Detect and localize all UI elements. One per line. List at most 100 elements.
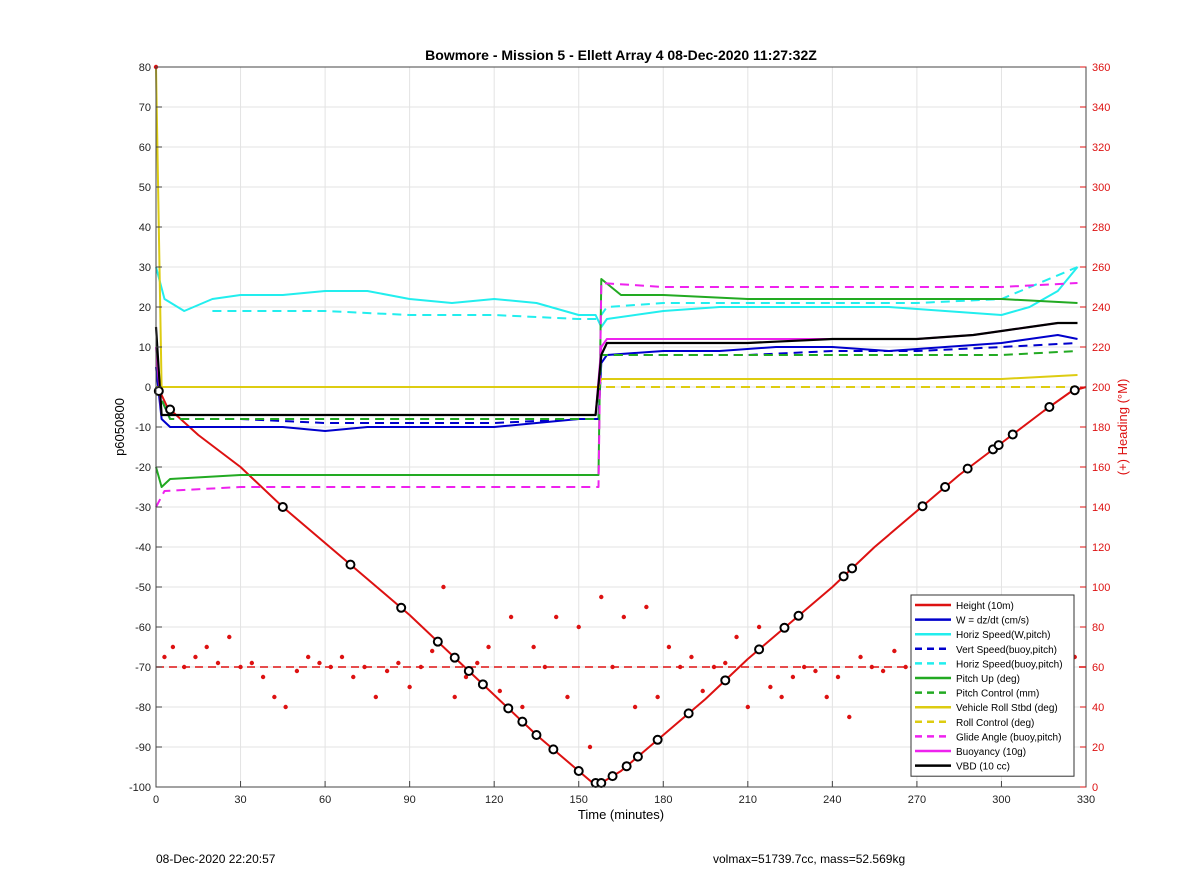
heading-point	[452, 694, 457, 700]
heading-point	[170, 644, 176, 650]
y-tick-label: -90	[135, 742, 151, 754]
y2-axis-label: (+) Heading (°M)	[1115, 379, 1130, 476]
legend-entry: Horiz Speed(buoy,pitch)	[956, 659, 1063, 670]
x-tick-label: 120	[485, 794, 503, 806]
dive-marker	[652, 734, 663, 745]
y2-tick-label: 300	[1092, 182, 1110, 194]
dive-marker	[477, 679, 488, 690]
heading-point	[328, 664, 333, 670]
x-tick-label: 30	[234, 794, 246, 806]
heading-point	[162, 654, 167, 660]
dive-marker	[165, 404, 176, 415]
heading-point	[621, 614, 627, 620]
heading-point	[553, 614, 559, 620]
heading-point	[756, 624, 762, 630]
dive-marker	[432, 636, 443, 647]
heading-point	[858, 654, 863, 660]
y2-tick-label: 140	[1092, 502, 1110, 514]
x-tick-label: 180	[654, 794, 672, 806]
series-line	[155, 266, 1079, 328]
heading-point	[204, 644, 209, 650]
dive-marker	[838, 571, 849, 582]
legend-box	[910, 594, 1075, 777]
dive-marker	[277, 502, 288, 512]
legend-entry: Horiz Speed(W,pitch)	[956, 630, 1050, 641]
heading-point	[745, 704, 751, 710]
heading-point	[227, 634, 232, 640]
heading-point	[407, 684, 412, 690]
y-axis-label: p6050800	[112, 398, 127, 456]
heading-point	[193, 654, 198, 660]
y2-tick-label: 220	[1092, 342, 1110, 354]
dive-marker	[632, 751, 643, 762]
y2-tick-label: 280	[1092, 222, 1110, 234]
legend-entry: W = dz/dt (cm/s)	[956, 616, 1029, 627]
legend: Height (10m) W = dz/dt (cm/s) Horiz Speed(…	[910, 594, 1075, 777]
y2-tick-label: 60	[1092, 662, 1104, 674]
x-tick-label: 150	[570, 794, 588, 806]
y-tick-label: 10	[139, 342, 151, 354]
y-tick-label: -40	[135, 542, 151, 554]
y2-tick-label: 20	[1092, 742, 1104, 754]
heading-point	[565, 694, 570, 700]
heading-point	[463, 674, 469, 680]
y2-tick-label: 180	[1092, 422, 1110, 434]
heading-point	[599, 594, 604, 600]
legend-entry: Vehicle Roll Stbd (deg)	[956, 703, 1058, 714]
heading-point	[880, 668, 886, 674]
x-tick-label: 330	[1077, 794, 1095, 806]
dive-marker	[793, 610, 804, 621]
legend-entry: Pitch Up (deg)	[956, 674, 1020, 685]
y2-tick-label: 80	[1092, 622, 1104, 634]
dive-marker	[1007, 429, 1018, 440]
heading-point	[644, 604, 649, 610]
x-tick-label: 240	[823, 794, 841, 806]
y2-tick-label: 260	[1092, 262, 1110, 274]
legend-entry: Roll Control (deg)	[956, 718, 1034, 729]
dive-marker	[962, 463, 973, 474]
legend-entry: Vert Speed(buoy,pitch)	[956, 645, 1057, 656]
x-tick-label: 270	[908, 794, 926, 806]
heading-point	[869, 664, 875, 670]
heading-point	[508, 614, 514, 620]
y2-tick-label: 120	[1092, 542, 1110, 554]
y-tick-label: -60	[135, 622, 151, 634]
y2-tick-label: 100	[1092, 582, 1110, 594]
heading-point	[677, 664, 683, 670]
dive-marker	[573, 766, 584, 776]
heading-point	[903, 664, 908, 670]
dive-marker	[847, 563, 858, 574]
dive-marker	[993, 440, 1004, 451]
heading-point	[734, 634, 739, 640]
heading-point	[824, 694, 829, 700]
heading-point	[396, 660, 401, 666]
heading-point	[711, 664, 717, 670]
series-line	[154, 321, 1078, 417]
series-line	[212, 266, 1078, 320]
heading-point	[520, 704, 525, 710]
heading-point	[892, 648, 897, 654]
heading-point	[362, 664, 367, 670]
legend-entry: Glide Angle (buoy,pitch)	[956, 732, 1061, 743]
y-tick-label: 20	[139, 302, 151, 314]
heading-point	[181, 664, 187, 670]
dive-marker	[596, 778, 607, 788]
dive-marker	[396, 602, 407, 613]
y-tick-label: 50	[139, 182, 151, 194]
heading-point	[339, 654, 345, 660]
dive-marker	[345, 559, 356, 570]
x-axis-label: Time (minutes)	[578, 807, 664, 822]
y-tick-label: -20	[135, 462, 151, 474]
y-tick-label: -10	[135, 422, 151, 434]
y2-tick-label: 40	[1092, 702, 1104, 714]
y-tick-label: 0	[145, 382, 151, 394]
dive-marker	[754, 644, 765, 655]
dive-marker	[548, 744, 559, 755]
y-tick-label: -70	[135, 662, 151, 674]
y2-tick-label: 160	[1092, 462, 1110, 474]
heading-point	[497, 688, 503, 694]
dive-marker	[779, 622, 790, 633]
dive-marker	[503, 703, 514, 714]
heading-point	[260, 674, 266, 680]
